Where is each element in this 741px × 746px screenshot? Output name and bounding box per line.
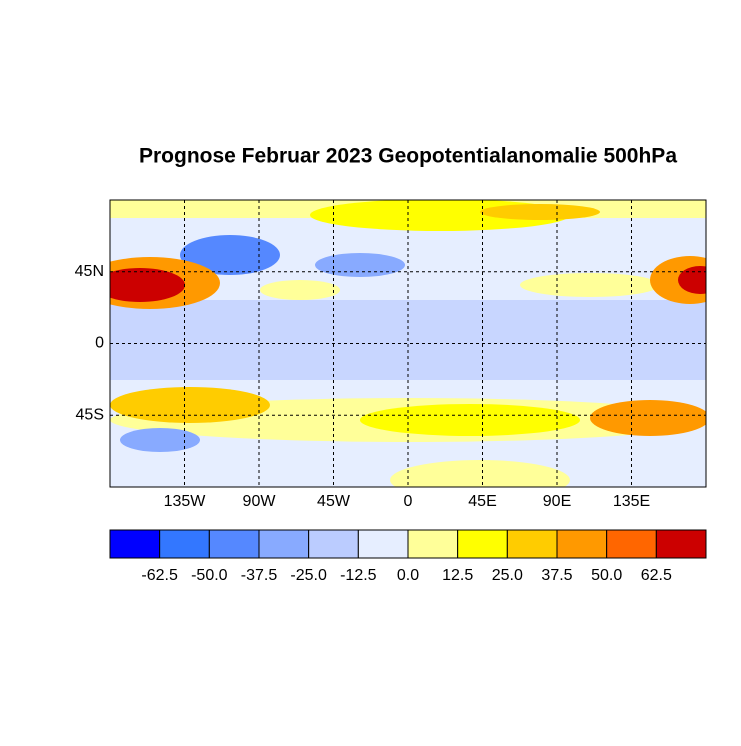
x-tick-label: 90E [543, 493, 571, 510]
x-tick-label: 45W [317, 493, 351, 510]
anomaly-field [110, 200, 706, 487]
x-tick-label: 135W [164, 493, 207, 510]
colorbar-label: -50.0 [191, 567, 228, 584]
colorbar-label: 12.5 [442, 567, 473, 584]
colorbar-swatch [457, 529, 508, 559]
colorbar-label: 62.5 [641, 567, 672, 584]
x-tick-label: 135E [613, 493, 650, 510]
colorbar-swatch [506, 529, 558, 559]
map-title: Prognose Februar 2023 Geopotentialanomal… [139, 145, 677, 168]
colorbar-swatch [556, 529, 608, 559]
colorbar-label: 0.0 [397, 567, 419, 584]
colorbar-label: 37.5 [541, 567, 572, 584]
colorbar-label: -37.5 [241, 567, 278, 584]
x-tick-label: 90W [243, 493, 277, 510]
x-tick-label: 45E [468, 493, 496, 510]
colorbar-swatch [655, 529, 707, 559]
colorbar-label: 50.0 [591, 567, 622, 584]
colorbar-swatch [407, 529, 459, 559]
colorbar-swatch [258, 529, 310, 559]
y-tick-label: 45N [75, 263, 104, 280]
colorbar-swatch [109, 529, 161, 559]
x-tick-label: 0 [404, 493, 413, 510]
y-tick-label: 45S [76, 406, 104, 423]
colorbar-swatch [606, 529, 657, 559]
colorbar-swatch [308, 529, 359, 559]
colorbar-swatch [208, 529, 260, 559]
colorbar-swatch [357, 529, 409, 559]
map-frame [109, 199, 707, 488]
colorbar-label: 25.0 [492, 567, 523, 584]
colorbar-label: -12.5 [340, 567, 377, 584]
colorbar-label: -62.5 [141, 567, 178, 584]
colorbar-swatch [159, 529, 210, 559]
y-tick-label: 0 [95, 335, 104, 352]
colorbar-label: -25.0 [290, 567, 327, 584]
